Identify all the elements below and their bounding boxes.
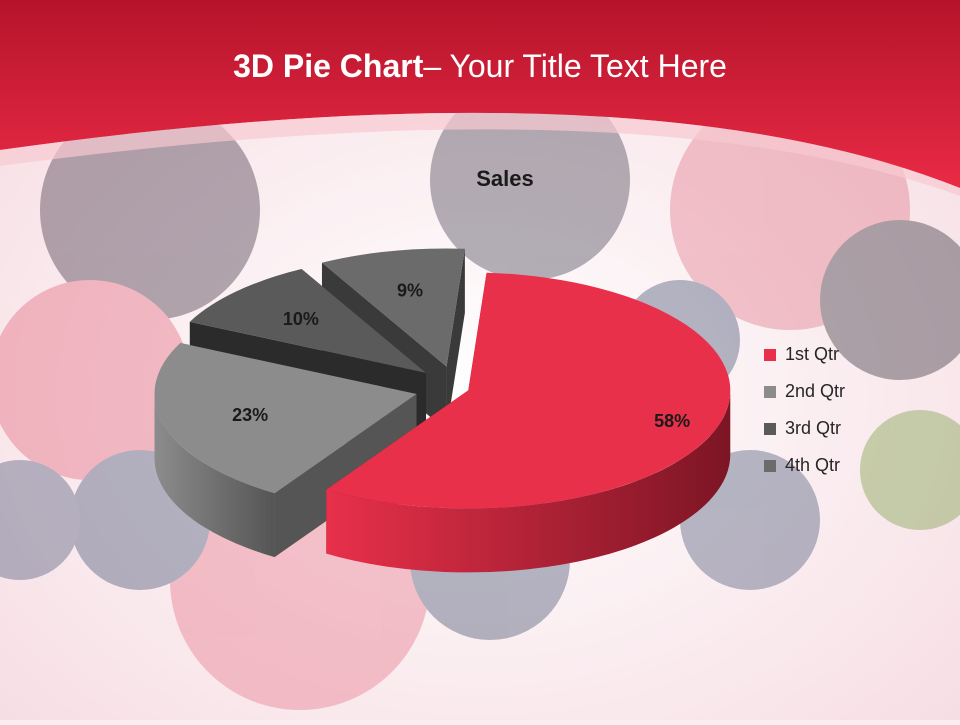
slide-title-bold: 3D Pie Chart	[233, 48, 424, 84]
legend-swatch	[764, 459, 776, 472]
legend-item: 3rd Qtr	[764, 410, 944, 447]
legend-label: 4th Qtr	[785, 455, 841, 475]
legend-item: 2nd Qtr	[764, 373, 944, 410]
chart-legend: 1st Qtr 2nd Qtr 3rd Qtr 4th Qtr	[764, 336, 944, 484]
pie-data-label: 10%	[283, 309, 319, 329]
pie-slice-top	[321, 248, 465, 367]
header-swoosh	[0, 112, 960, 196]
legend-label: 2nd Qtr	[785, 381, 846, 401]
pie-slice-wall	[446, 248, 465, 431]
slide-title: 3D Pie Chart– Your Title Text Here	[0, 48, 960, 85]
legend-swatch	[764, 348, 776, 361]
pie-slice-top	[326, 272, 731, 509]
legend-item: 1st Qtr	[764, 336, 944, 373]
pie-data-label: 23%	[232, 405, 268, 425]
legend-label: 1st Qtr	[785, 344, 840, 364]
pie-data-label: 9%	[397, 280, 423, 300]
slide-title-rest: – Your Title Text Here	[423, 48, 727, 84]
header-band	[0, 0, 960, 188]
pie-slice-1	[326, 272, 731, 573]
chart-title: Sales	[476, 166, 534, 191]
pie-slice-side	[326, 390, 731, 573]
pie-slice-top	[189, 269, 427, 373]
legend-swatch	[764, 385, 776, 398]
pie-data-label: 58%	[654, 411, 690, 431]
pie-slice-2	[154, 342, 417, 558]
legend-item: 4th Qtr	[764, 447, 944, 484]
pie-slice-top	[154, 342, 417, 494]
legend-label: 3rd Qtr	[785, 418, 842, 438]
pie-slice-side	[154, 393, 275, 558]
legend-swatch	[764, 422, 776, 435]
